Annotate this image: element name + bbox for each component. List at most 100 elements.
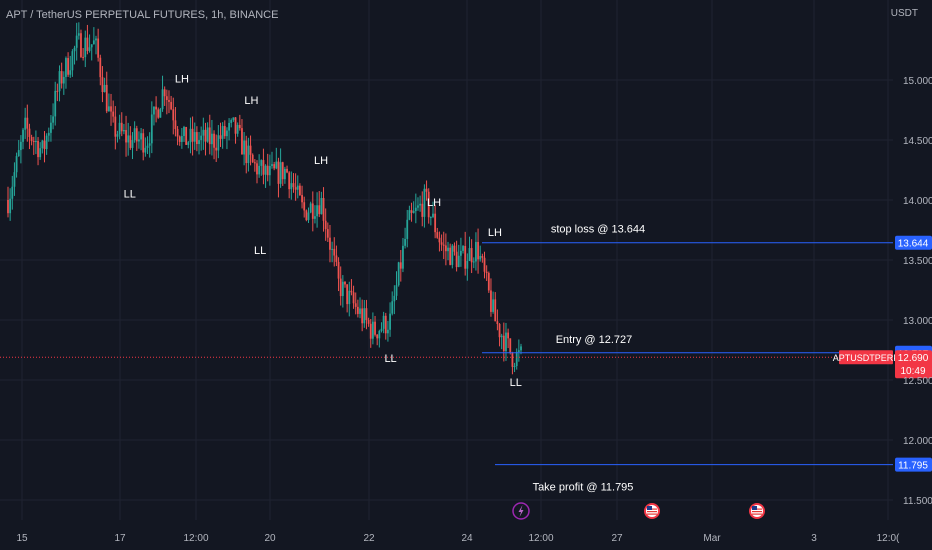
x-tick-label: Mar <box>703 533 721 544</box>
candle-body <box>346 284 349 305</box>
candle-body <box>238 124 241 129</box>
x-tick-label: 17 <box>114 533 126 544</box>
candle-body <box>309 203 312 213</box>
candle-body <box>206 127 209 142</box>
candle-body <box>249 145 252 155</box>
flag-stripe <box>647 511 657 513</box>
flag-canton <box>647 506 652 510</box>
candle-body <box>395 285 398 296</box>
candle-body <box>148 143 151 146</box>
candle-body <box>339 278 342 297</box>
candle-body <box>84 37 87 58</box>
candle-body <box>331 248 334 250</box>
candle-body <box>423 188 426 217</box>
candle-body <box>9 198 12 214</box>
x-tick-label: 24 <box>461 533 473 544</box>
candle-body <box>202 129 205 136</box>
candle-body <box>402 245 404 269</box>
candle-body <box>118 122 121 135</box>
candle-body <box>324 220 327 230</box>
swing-label-ll: LL <box>384 353 396 365</box>
candle-body <box>378 331 381 339</box>
candle-body <box>58 71 61 92</box>
swing-label-ll: LL <box>124 189 136 201</box>
symbol-tag-text: APTUSDTPERP <box>833 353 900 363</box>
candle-body <box>487 273 490 291</box>
candle-body <box>24 117 27 130</box>
candle-body <box>234 117 237 134</box>
candle-body <box>283 168 286 180</box>
candle-body <box>389 313 391 330</box>
candle-body <box>247 145 250 164</box>
candle-body <box>77 33 80 36</box>
candle-body <box>384 315 387 334</box>
candle-body <box>80 33 82 57</box>
candle-body <box>502 335 505 352</box>
candle-body <box>178 136 181 142</box>
lightning-icon[interactable] <box>512 502 530 520</box>
candle-body <box>180 136 183 142</box>
candle-body <box>479 256 482 260</box>
candle-body <box>88 47 91 51</box>
time-axis: 15 17 12:00 20 22 24 12:00 27 Mar 3 12:0( <box>16 533 900 544</box>
level-label: Take profit @ 11.795 <box>533 482 634 494</box>
candle-body <box>125 130 127 143</box>
candle-body <box>144 147 147 153</box>
candle-body <box>451 245 454 265</box>
candle-body <box>54 90 57 117</box>
candle-body <box>208 127 211 145</box>
candle-body <box>69 70 72 75</box>
candle-body <box>277 161 280 184</box>
candle-body <box>17 150 20 157</box>
candle-body <box>427 191 430 218</box>
candle-body <box>155 106 158 110</box>
candle-body <box>150 114 153 144</box>
swing-label-lh: LH <box>314 155 328 167</box>
candle-body <box>131 140 134 148</box>
candle-body <box>142 133 145 153</box>
candle-body <box>391 301 394 314</box>
candle-body <box>365 308 368 321</box>
candle-body <box>230 119 233 123</box>
candle-body <box>380 328 383 332</box>
candle-body <box>333 248 336 256</box>
candle-body <box>371 321 374 339</box>
candle-body <box>107 106 110 112</box>
candle-body <box>492 299 494 312</box>
candle-body <box>314 216 316 219</box>
swing-labels: LH LL LH LL LH LL LH LH LL <box>124 73 522 389</box>
candle-body <box>348 290 351 305</box>
candle-body <box>425 188 428 192</box>
candle-body <box>243 140 246 155</box>
candle-body <box>262 160 265 175</box>
us-flag-icon[interactable] <box>644 503 660 519</box>
candle-body <box>350 290 353 293</box>
flag-stripe <box>647 513 657 515</box>
candle-body <box>215 147 218 151</box>
candle-body <box>95 38 97 41</box>
x-tick-label: 3 <box>811 533 817 544</box>
candle-body <box>204 129 207 142</box>
swing-label-lh: LH <box>427 197 441 209</box>
candle-body <box>273 164 276 169</box>
x-tick-label: 12:0( <box>877 533 900 544</box>
candle-body <box>120 122 123 132</box>
us-flag-icon[interactable] <box>749 503 765 519</box>
candle-body <box>22 129 24 142</box>
flag-stripe <box>752 511 762 513</box>
level-price-tag <box>895 235 932 250</box>
grid <box>0 0 893 520</box>
y-tick-label: 12.500 <box>903 376 932 387</box>
symbol-tag <box>839 350 893 365</box>
candle-body <box>468 248 471 261</box>
candle-body <box>112 111 115 117</box>
candle-body <box>406 219 409 239</box>
candle-body <box>39 148 42 158</box>
candle-body <box>419 203 422 206</box>
candle-body <box>133 128 136 141</box>
candle-body <box>455 251 458 268</box>
candle-body <box>110 106 112 112</box>
candle-body <box>432 213 434 217</box>
candle-body <box>296 185 299 190</box>
